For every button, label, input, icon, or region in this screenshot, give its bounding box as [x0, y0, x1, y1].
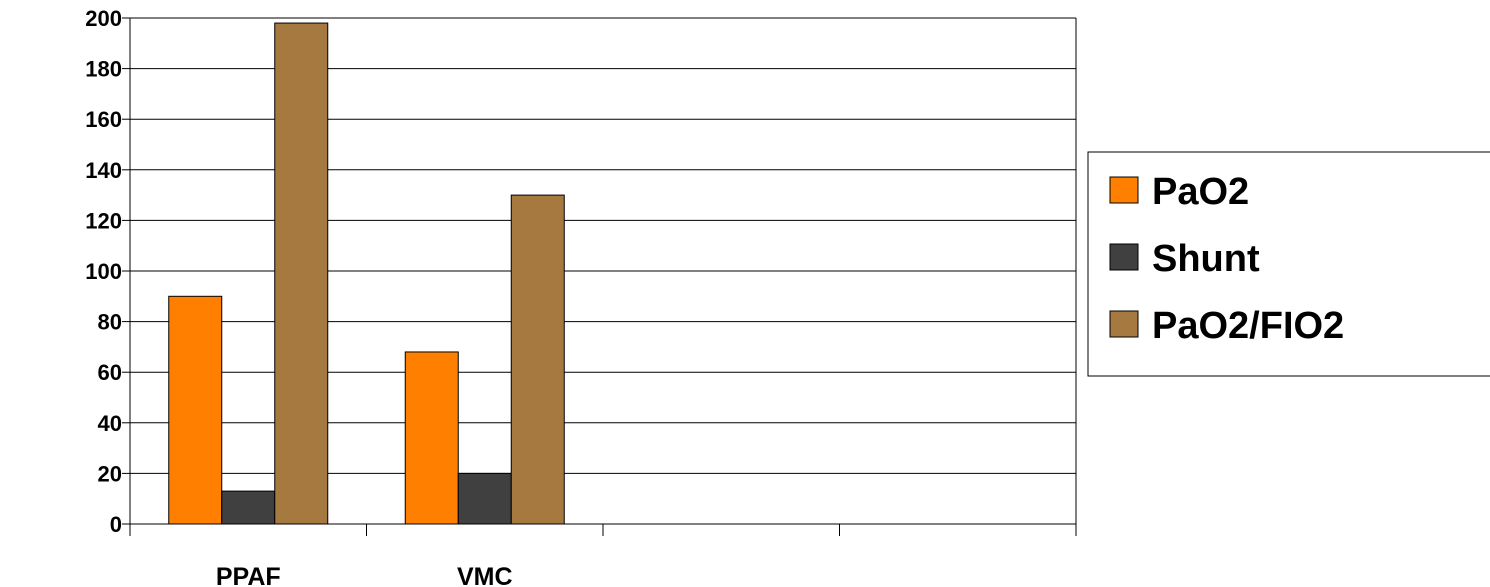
x-category-label: PPAF [216, 563, 281, 587]
legend-label: PaO2/FIO2 [1152, 305, 1344, 347]
legend-box [1087, 151, 1490, 377]
legend-label: Shunt [1152, 238, 1260, 280]
legend: PaO2 Shunt PaO2/FIO2 [1087, 151, 1490, 377]
legend-swatch [1109, 310, 1139, 338]
y-tick-label: 160 [85, 107, 122, 132]
y-tick-label: 0 [110, 512, 122, 537]
y-tick-label: 100 [85, 259, 122, 284]
y-tick-label: 180 [85, 57, 122, 82]
bar [404, 351, 459, 525]
y-tick-label: 40 [98, 411, 122, 436]
y-tick-label: 120 [85, 208, 122, 233]
legend-swatch [1109, 176, 1139, 204]
y-tick-label: 20 [98, 461, 122, 486]
bar [221, 490, 276, 525]
gridlines [130, 17, 1076, 474]
y-tick-label: 200 [85, 6, 122, 31]
y-tick-label: 80 [98, 310, 122, 335]
bar [457, 472, 512, 525]
y-axis: 0 20 40 60 80 100 120 140 160 180 200 [85, 6, 1077, 537]
bar [274, 22, 329, 525]
bar [168, 295, 223, 525]
legend-label: PaO2 [1152, 171, 1249, 213]
x-category-label: VMC [457, 563, 513, 587]
y-tick-label: 140 [85, 158, 122, 183]
bar [510, 194, 565, 525]
legend-swatch [1109, 243, 1139, 271]
y-tick-label: 60 [98, 360, 122, 385]
bars [168, 22, 565, 525]
x-axis: PPAF VMC [129, 523, 1077, 587]
